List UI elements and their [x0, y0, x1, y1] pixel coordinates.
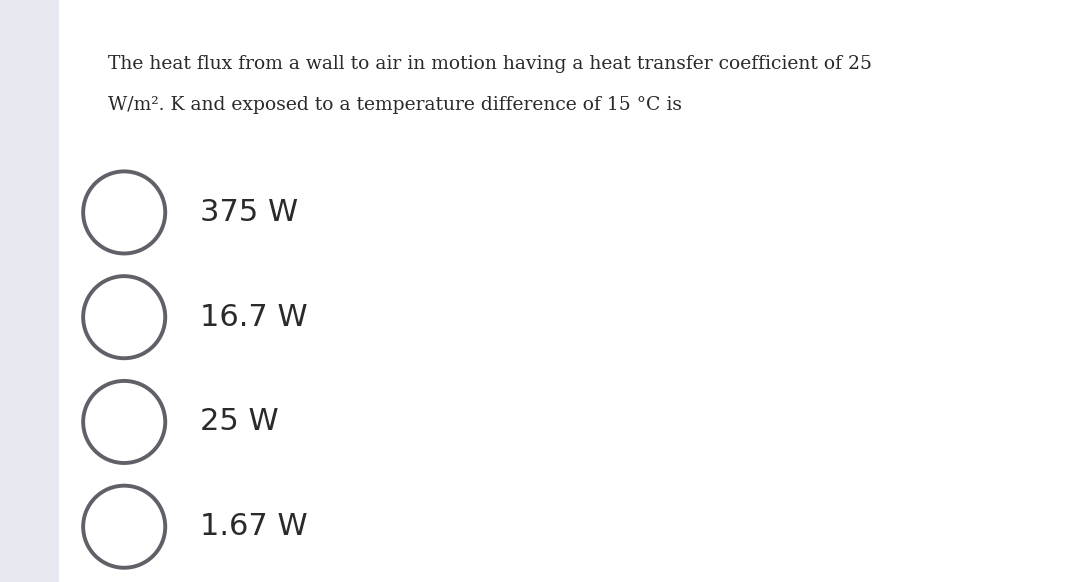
Text: 375 W: 375 W — [200, 198, 298, 227]
Text: 16.7 W: 16.7 W — [200, 303, 308, 332]
Bar — [0, 0, 59, 582]
Text: The heat flux from a wall to air in motion having a heat transfer coefficient of: The heat flux from a wall to air in moti… — [108, 55, 872, 73]
Text: 1.67 W: 1.67 W — [200, 512, 308, 541]
Text: 25 W: 25 W — [200, 407, 279, 436]
Text: W/m². K and exposed to a temperature difference of 15 °C is: W/m². K and exposed to a temperature dif… — [108, 96, 681, 114]
